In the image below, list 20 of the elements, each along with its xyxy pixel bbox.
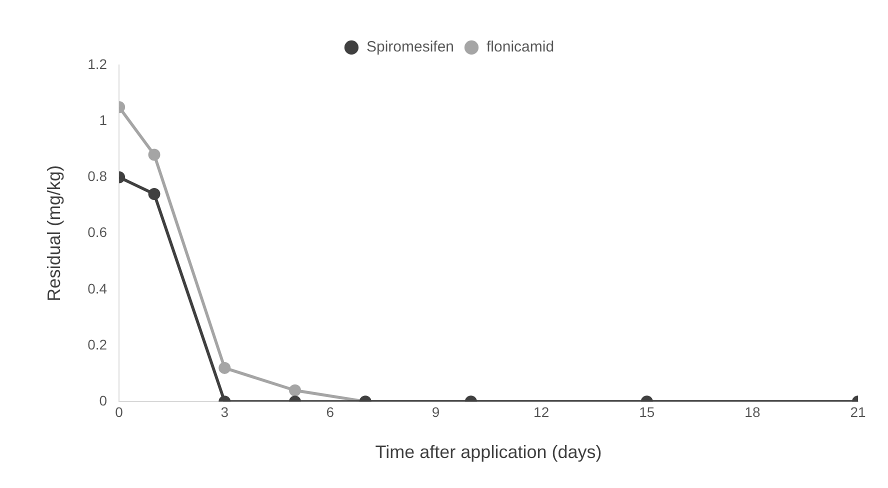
y-tick-label: 1 <box>99 112 108 128</box>
legend-label: flonicamid <box>486 38 554 56</box>
y-tick-label: 1.2 <box>88 56 108 72</box>
x-tick-label: 21 <box>850 404 866 420</box>
x-tick-label: 6 <box>326 404 334 420</box>
x-tick-label: 0 <box>115 404 124 420</box>
x-axis-title: Time after application (days) <box>375 442 602 462</box>
y-tick-label: 0 <box>99 392 108 408</box>
x-tick-label: 3 <box>220 404 229 420</box>
x-tick-label: 15 <box>639 404 655 420</box>
y-axis-title: Residual (mg/kg) <box>44 165 64 302</box>
x-tick-label: 9 <box>432 404 440 420</box>
y-tick-label: 0.6 <box>88 224 108 240</box>
x-tick-label: 18 <box>744 404 760 420</box>
y-tick-label: 0.8 <box>88 168 108 184</box>
y-tick-label: 0.4 <box>88 280 108 296</box>
y-tick-label: 0.2 <box>88 336 108 352</box>
legend-label: Spiromesifen <box>366 38 454 56</box>
x-tick-label: 12 <box>534 404 550 420</box>
point <box>148 188 160 200</box>
